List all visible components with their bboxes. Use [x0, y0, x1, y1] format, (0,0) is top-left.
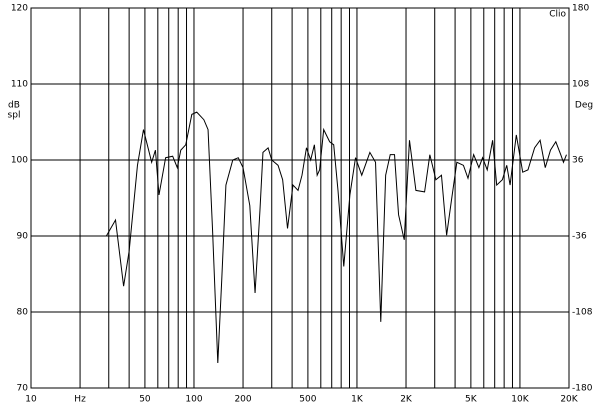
y-tick-label: 90 — [17, 232, 29, 242]
y-axis-label: dB — [8, 101, 20, 111]
y2-axis-label: Deg — [575, 101, 593, 111]
y2-tick-label: 108 — [572, 80, 589, 90]
x-tick-label: 100 — [185, 395, 202, 405]
y-axis-label: spl — [8, 111, 21, 121]
x-tick-label: 20K — [560, 395, 578, 405]
x-tick-label: Hz — [74, 395, 86, 405]
y-tick-label: 80 — [17, 308, 29, 318]
x-tick-label: 500 — [299, 395, 316, 405]
y2-tick-label: -180 — [572, 384, 593, 394]
y2-tick-label: -108 — [572, 308, 593, 318]
y-tick-label: 100 — [11, 156, 28, 166]
x-tick-label: 10 — [25, 395, 37, 405]
y2-tick-label: 180 — [572, 4, 589, 14]
brand: Clio — [549, 10, 566, 20]
x-tick-label: 1K — [351, 395, 364, 405]
x-tick-label: 10K — [511, 395, 529, 405]
plot-frame — [30, 7, 570, 389]
response-line — [105, 111, 567, 363]
x-tick-label: 2K — [400, 395, 413, 405]
x-tick-label: 50 — [139, 395, 151, 405]
y2-tick-label: 36 — [572, 156, 584, 166]
x-tick-label: 5K — [465, 395, 478, 405]
y2-tick-label: -36 — [572, 232, 587, 242]
y-tick-label: 120 — [11, 4, 28, 14]
x-tick-label: 200 — [234, 395, 251, 405]
y-tick-label: 70 — [17, 384, 29, 394]
y-tick-label: 110 — [11, 80, 28, 90]
